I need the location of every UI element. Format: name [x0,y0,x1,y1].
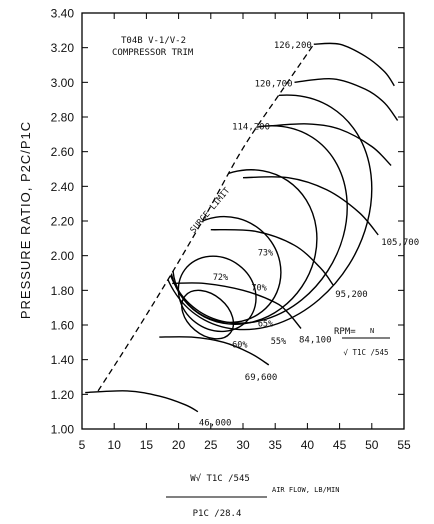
x-axis-label-tail: AIR FLOW, LB/MIN [272,486,339,494]
y-tick-label: 3.00 [51,76,75,90]
speed-line [271,123,392,167]
y-tick-label: 2.40 [51,180,75,194]
speed-line-label: 95,200 [335,290,368,300]
speed-line [313,42,395,87]
y-tick-label: 3.40 [51,7,75,21]
speed-line [210,228,334,286]
speed-line-label: 105,700 [381,238,419,248]
y-tick-label: 2.00 [51,249,75,263]
y-axis: 1.00 1.20 1.40 1.60 1.80 2.00 2.20 2.40 2.60 2.80… [51,7,404,437]
x-tick-label: 40 [301,438,315,452]
y-tick-label: 2.20 [51,215,75,229]
chart-title-line-1: T04B V-1/V-2 [121,36,186,46]
efficiency-label: 70% [251,283,266,293]
speed-line [242,176,379,236]
efficiency-label: 65% [258,320,273,330]
x-axis-label: W√ T1C /545 AIR FLOW, LB/MIN P1C /28.4 [166,473,339,519]
surge-limit-label: SURGE LIMIT [189,186,233,236]
x-tick-label: 35 [269,438,283,452]
rpm-formula-numerator: N [370,327,374,335]
y-tick-label: 1.20 [51,388,75,402]
y-tick-label: 2.60 [51,145,75,159]
efficiency-label: 60% [232,341,247,351]
y-tick-label: 3.20 [51,41,75,55]
efficiency-label: 72% [213,273,228,283]
x-axis-label-numerator: W√ T1C /545 [190,473,250,484]
speed-line [172,282,302,329]
x-axis-label-denominator: P1C /28.4 [193,509,242,519]
plot-frame [81,12,405,430]
speed-lines [85,42,399,413]
x-axis: 5 10 15 20 25 30 35 40 45 50 55 [79,13,411,452]
x-tick-label: 45 [333,438,347,452]
speed-line-label: 46,000 [199,419,232,429]
speed-line-label: 114,200 [232,123,270,133]
x-tick-label: 50 [365,438,379,452]
efficiency-island [181,289,235,340]
speed-line-label: 126,200 [274,41,312,51]
rpm-formula-lhs: RPM= [334,327,356,337]
efficiency-label: 73% [258,249,273,259]
speed-line [159,336,270,366]
rpm-formula-denominator: √ T1C /545 [343,348,388,357]
x-tick-label: 25 [204,438,218,452]
x-tick-label: 55 [397,438,411,452]
x-tick-label: 15 [140,438,154,452]
y-tick-label: 1.60 [51,319,75,333]
surge-limit-line [97,43,315,392]
speed-line-label: 69,600 [245,373,278,383]
efficiency-labels: 73% 72% 70% 65% 60% 55% [213,249,286,351]
rpm-formula: RPM= N √ T1C /545 [334,327,390,357]
y-axis-label: PRESSURE RATIO, P2C/P1C [18,121,33,319]
y-tick-label: 1.00 [51,423,75,437]
x-tick-label: 10 [108,438,122,452]
chart-title-line-2: COMPRESSOR TRIM [112,48,194,58]
y-tick-label: 1.40 [51,353,75,367]
speed-line-labels: 46,000 69,600 84,100 95,200 105,700 114,200 12… [199,41,419,429]
y-tick-label: 2.80 [51,111,75,125]
speed-line-label: 84,100 [299,336,332,346]
x-tick-label: 20 [172,438,186,452]
speed-line [85,390,199,413]
speed-line [294,77,399,121]
x-tick-label: 30 [236,438,250,452]
speed-line-label: 120,700 [255,79,293,89]
efficiency-label: 55% [271,337,286,347]
x-tick-label: 5 [79,438,86,452]
y-tick-label: 1.80 [51,284,75,298]
